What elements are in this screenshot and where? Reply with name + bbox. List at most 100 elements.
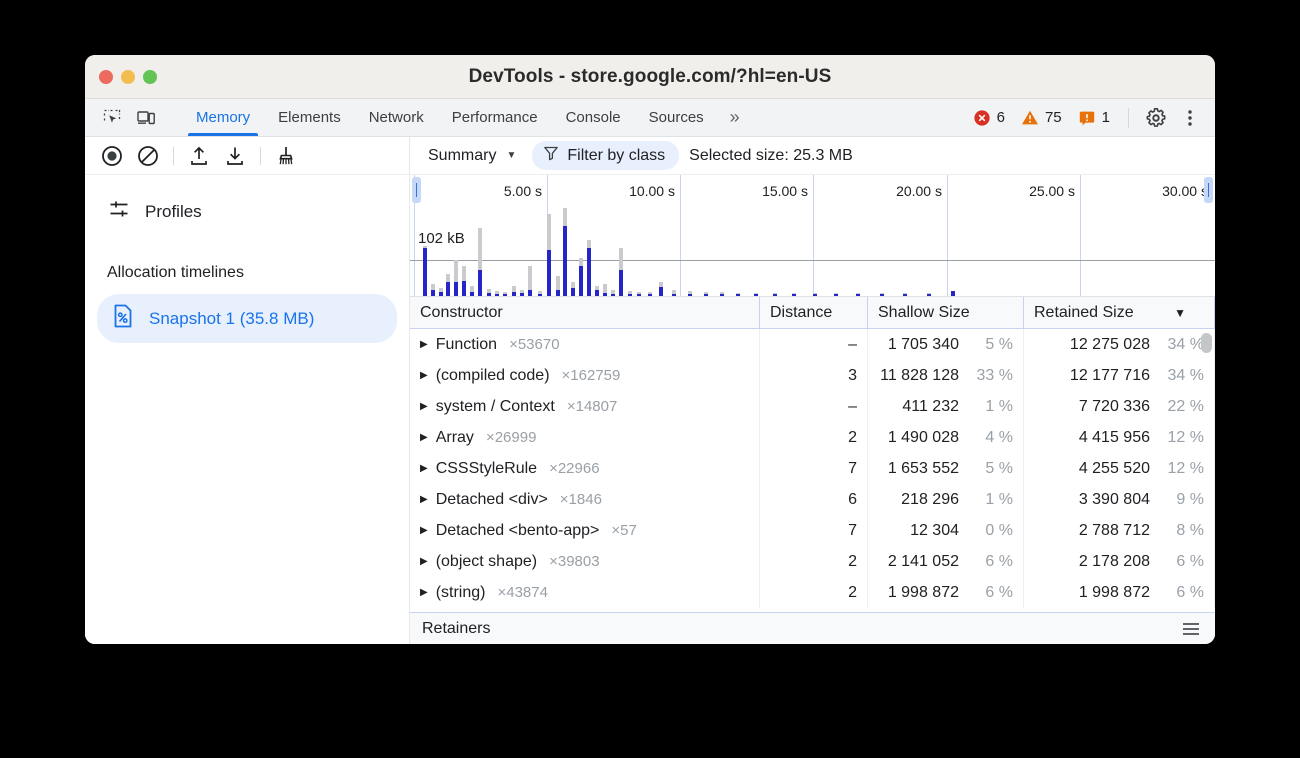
allocation-timeline-chart[interactable]: 5.00 s 10.00 s 15.00 s 20.00 s 25.00 s 3…: [410, 175, 1215, 297]
tab-performance[interactable]: Performance: [438, 99, 552, 136]
sidebar-item-profiles[interactable]: Profiles: [85, 189, 409, 234]
table-row[interactable]: ▶ Detached <div> ×1846 6 218 296 1 % 3 390 804…: [410, 484, 1215, 515]
upload-arrow-icon[interactable]: [182, 142, 216, 170]
devtools-window: DevTools - store.google.com/?hl=en-US: [85, 55, 1215, 644]
sidebar-item-snapshot-1[interactable]: Snapshot 1 (35.8 MB): [97, 294, 397, 343]
table-row[interactable]: ▶ system / Context ×14807 – 411 232 1 % 7 720 …: [410, 391, 1215, 422]
warning-counter[interactable]: 75: [1015, 109, 1068, 127]
timeline-bar-allocated: [610, 290, 615, 296]
timeline-bar-live: [461, 281, 466, 296]
column-header-constructor[interactable]: Constructor: [410, 297, 760, 328]
table-row[interactable]: ▶ (object shape) ×39803 2 2 141 052 6 % 2 178 …: [410, 546, 1215, 577]
column-header-distance[interactable]: Distance: [760, 297, 868, 328]
instance-count: ×26999: [485, 429, 537, 446]
hamburger-menu-icon[interactable]: [1179, 619, 1203, 639]
retained-size-percent: 6 %: [1176, 583, 1204, 601]
cell-distance: 2: [760, 422, 868, 453]
retainers-pane-header[interactable]: Retainers: [410, 612, 1215, 644]
expand-triangle-icon[interactable]: ▶: [420, 524, 428, 536]
timeline-bar-live: [602, 293, 607, 296]
timeline-bar-allocated: [628, 291, 633, 296]
retained-size-percent: 34 %: [1167, 366, 1204, 384]
instance-count: ×43874: [497, 584, 548, 601]
tab-label: Elements: [278, 109, 341, 126]
table-row[interactable]: ▶ CSSStyleRule ×22966 7 1 653 552 5 % 4 255 52…: [410, 453, 1215, 484]
column-header-shallow-size[interactable]: Shallow Size: [868, 297, 1024, 328]
timeline-bar-live: [813, 294, 817, 296]
timeline-bar-live: [503, 294, 508, 296]
expand-triangle-icon[interactable]: ▶: [420, 338, 428, 350]
cell-distance: 7: [760, 453, 868, 484]
error-count: 6: [996, 109, 1005, 126]
maximize-window-button[interactable]: [143, 69, 157, 84]
expand-triangle-icon[interactable]: ▶: [420, 462, 428, 474]
gear-icon[interactable]: [1141, 105, 1171, 131]
timeline-bar-allocated: [672, 290, 677, 296]
cell-retained-size: 3 390 804 9 %: [1024, 484, 1215, 515]
record-circle-icon[interactable]: [95, 142, 129, 170]
view-mode-select[interactable]: Summary ▼: [420, 144, 522, 168]
tabstrip-tools: [85, 99, 182, 136]
tab-label: Performance: [451, 109, 538, 126]
expand-triangle-icon[interactable]: ▶: [420, 586, 428, 598]
cell-shallow-size: 11 828 128 33 %: [868, 360, 1024, 391]
tab-network[interactable]: Network: [355, 99, 438, 136]
shallow-size-percent: 6 %: [985, 583, 1013, 601]
tab-sources[interactable]: Sources: [635, 99, 718, 136]
shallow-size-percent: 6 %: [985, 552, 1013, 570]
shallow-size-percent: 33 %: [976, 366, 1013, 384]
timeline-bar-live: [431, 290, 436, 296]
expand-triangle-icon[interactable]: ▶: [420, 431, 428, 443]
clear-no-entry-icon[interactable]: [131, 142, 165, 170]
grid-body: ▶ Function ×53670–1 705 340 5 % 12 275 028 34…: [410, 329, 1215, 612]
timeline-left-handle[interactable]: [412, 177, 421, 203]
timeline-bar-live: [556, 290, 561, 296]
issue-counter[interactable]: 1: [1072, 109, 1116, 127]
download-arrow-icon[interactable]: [218, 142, 252, 170]
minimize-window-button[interactable]: [121, 69, 135, 84]
cell-constructor: ▶ Detached <bento-app> ×57: [410, 515, 760, 546]
kebab-menu-icon[interactable]: [1175, 105, 1205, 131]
error-counter[interactable]: 6: [967, 109, 1011, 127]
device-toolbar-icon[interactable]: [131, 105, 161, 131]
table-row[interactable]: ▶ (string) ×43874 2 1 998 872 6 % 1 998 872 6 %: [410, 577, 1215, 608]
expand-triangle-icon[interactable]: ▶: [420, 400, 428, 412]
tab-memory[interactable]: Memory: [182, 99, 264, 136]
inspect-element-icon[interactable]: [97, 105, 127, 131]
shallow-size-percent: 1 %: [985, 490, 1013, 508]
expand-triangle-icon[interactable]: ▶: [420, 493, 428, 505]
retained-size-value: 4 255 520: [1078, 459, 1150, 477]
tab-elements[interactable]: Elements: [264, 99, 355, 136]
table-row[interactable]: ▶ Array ×26999 2 1 490 028 4 % 4 415 956 12 %: [410, 422, 1215, 453]
instance-count: ×1846: [559, 491, 602, 508]
cell-retained-size: 2 178 208 6 %: [1024, 546, 1215, 577]
instance-count: ×57: [611, 522, 637, 539]
warning-count: 75: [1044, 109, 1062, 126]
timeline-bar-live: [477, 270, 482, 296]
expand-triangle-icon[interactable]: ▶: [420, 555, 428, 567]
tab-console[interactable]: Console: [552, 99, 635, 136]
constructor-name: Detached <bento-app>: [435, 521, 600, 539]
column-header-retained-size[interactable]: Retained Size ▼: [1024, 297, 1215, 328]
x-tick-label: 15.00 s: [762, 183, 808, 199]
constructor-name: CSSStyleRule: [435, 459, 538, 477]
close-window-button[interactable]: [99, 69, 113, 84]
expand-triangle-icon[interactable]: ▶: [420, 369, 428, 381]
timeline-bar-allocated: [495, 291, 500, 296]
more-tabs-button[interactable]: »: [729, 107, 740, 127]
filter-by-class-input[interactable]: Filter by class: [532, 141, 680, 170]
grid-vertical-scrollbar[interactable]: [1201, 333, 1212, 353]
table-row[interactable]: ▶ Function ×53670 – 1 705 340 5 % 12 275 028 34…: [410, 329, 1215, 360]
timeline-bar-live: [537, 294, 542, 296]
table-row[interactable]: ▶ Detached <bento-app> ×57 7 12 304 0 % 2 788 …: [410, 515, 1215, 546]
x-tick-label: 30.00 s: [1162, 183, 1208, 199]
instance-count: ×39803: [549, 553, 600, 570]
cell-constructor: ▶ (string) ×43874: [410, 577, 760, 608]
cell-shallow-size: 1 705 340 5 %: [868, 329, 1024, 360]
cell-shallow-size: 1 653 552 5 %: [868, 453, 1024, 484]
cell-constructor: ▶ system / Context ×14807: [410, 391, 760, 422]
broom-icon[interactable]: [269, 142, 303, 170]
timeline-bar-live: [628, 294, 633, 296]
timeline-right-handle[interactable]: [1204, 177, 1213, 203]
table-row[interactable]: ▶ (compiled code) ×162759 3 11 828 128 33 % 12…: [410, 360, 1215, 391]
